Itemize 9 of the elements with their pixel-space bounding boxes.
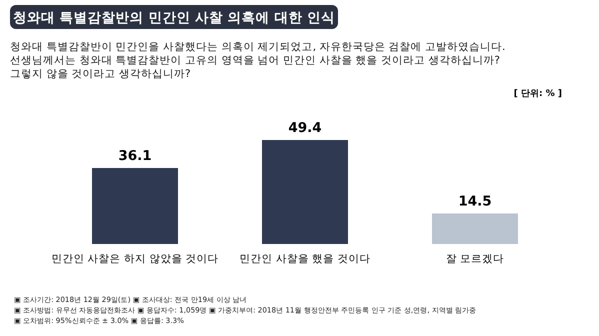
data-label: 14.5 — [458, 193, 492, 210]
x-tick-label: 민간인 사찰은 하지 않았을 것이다 — [51, 253, 219, 265]
chart-subtitle: 청와대 특별감찰반이 민간인을 사찰했다는 의혹이 제기되었고, 자유한국당은 검찰에 고발하였습니다. 선생님께서는 청와대 특별감찰반이 고유의 영역을 넘어 민간인 사찰을 했을 것이라고 생각하십니까? 그렇지 않을 것이라고 생각하십니까? — [10, 41, 506, 80]
chart-title: 청와대 특별감찰반의 민간인 사찰 의혹에 대한 인식 — [12, 10, 336, 26]
text: [ 단위: % ] — [514, 89, 562, 99]
data-label: 36.1 — [118, 148, 152, 164]
x-tick-label: 민간인 사찰을 했을 것이다 — [239, 253, 371, 265]
x-tick-label: 잘 모르겠다 — [446, 253, 504, 265]
data-label: 49.4 — [288, 120, 322, 136]
